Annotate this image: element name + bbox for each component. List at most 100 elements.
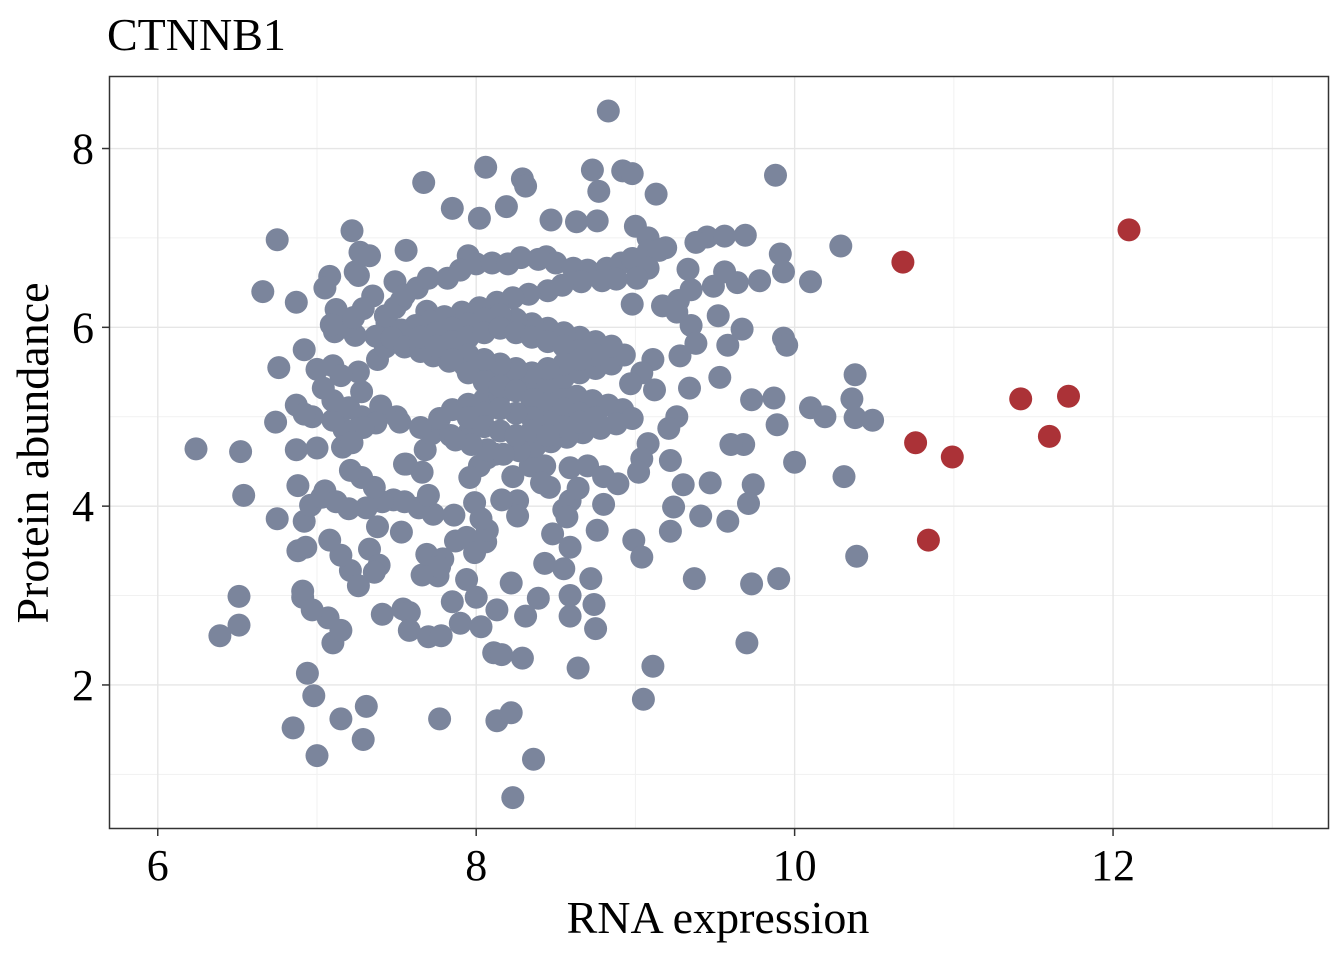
- data-point: [388, 410, 412, 434]
- data-point: [582, 593, 606, 616]
- data-point: [300, 598, 324, 622]
- data-point: [474, 155, 498, 179]
- data-point: [227, 613, 251, 637]
- data-point: [499, 571, 523, 595]
- data-point: [843, 363, 867, 387]
- data-point: [286, 474, 310, 498]
- data-point: [585, 209, 609, 233]
- data-point: [620, 292, 644, 316]
- data-point: [428, 707, 452, 731]
- data-point: [725, 271, 749, 295]
- data-point: [311, 376, 335, 400]
- y-tick-label: 6: [72, 303, 94, 352]
- data-point: [346, 264, 370, 287]
- data-point: [526, 247, 550, 271]
- data-point: [625, 266, 649, 290]
- data-point: [555, 505, 579, 529]
- data-point: [558, 604, 582, 628]
- data-point: [861, 408, 885, 432]
- data-point: [229, 440, 253, 464]
- data-point: [772, 260, 795, 284]
- data-point: [208, 624, 232, 648]
- data-point: [389, 520, 413, 544]
- x-tick-label: 10: [773, 841, 817, 890]
- data-point: [338, 458, 362, 482]
- data-point: [351, 728, 375, 751]
- data-point: [284, 290, 308, 314]
- data-point: [514, 174, 538, 198]
- plot-panel-border: [108, 75, 1330, 830]
- data-point: [251, 280, 275, 304]
- data-point: [716, 509, 740, 533]
- data-point: [558, 456, 582, 480]
- data-point: [735, 631, 759, 655]
- data-point: [485, 598, 509, 622]
- data-point: [397, 618, 421, 642]
- data-point: [354, 694, 378, 718]
- data-point: [740, 572, 764, 596]
- data-point: [620, 162, 644, 186]
- data-point: [455, 568, 479, 591]
- data-point: [713, 224, 737, 248]
- data-point: [494, 195, 518, 219]
- highlighted-data-point: [1057, 384, 1080, 408]
- data-point: [647, 238, 671, 262]
- data-point: [627, 460, 651, 484]
- data-point: [544, 251, 568, 275]
- data-point: [440, 196, 464, 220]
- data-point: [292, 402, 316, 426]
- y-tick-label: 8: [72, 125, 94, 174]
- data-point: [765, 413, 789, 437]
- data-point: [340, 431, 364, 455]
- highlighted-data-point: [1009, 387, 1033, 411]
- x-tick-label: 6: [147, 841, 169, 890]
- data-point: [679, 314, 703, 337]
- data-point: [764, 163, 787, 187]
- data-point: [698, 471, 722, 495]
- data-point: [596, 99, 620, 123]
- data-point: [552, 557, 576, 581]
- data-point: [708, 365, 732, 389]
- data-point: [678, 376, 701, 400]
- data-point: [799, 270, 822, 294]
- highlighted-data-point: [1117, 218, 1141, 242]
- data-point: [510, 646, 534, 670]
- data-point: [701, 274, 725, 298]
- data-point: [350, 380, 374, 404]
- data-point: [716, 333, 740, 357]
- data-point: [541, 522, 565, 546]
- data-point: [762, 386, 786, 410]
- data-point: [324, 490, 348, 514]
- data-point: [829, 234, 853, 258]
- data-point: [682, 567, 706, 591]
- data-point: [566, 476, 590, 500]
- data-point: [319, 313, 343, 337]
- data-point: [354, 496, 378, 520]
- data-point: [606, 472, 630, 496]
- data-point: [321, 408, 345, 432]
- data-point: [767, 567, 791, 591]
- y-tick-label: 4: [72, 482, 94, 531]
- data-point: [671, 473, 695, 497]
- data-point: [284, 438, 308, 462]
- data-point: [533, 454, 557, 478]
- data-point: [313, 276, 337, 300]
- data-point: [740, 388, 764, 412]
- x-tick-label: 8: [465, 841, 487, 890]
- axis-ticks: 6 8 10 12 2 4 6 8: [72, 125, 1135, 890]
- data-point: [775, 333, 799, 357]
- data-point: [641, 654, 665, 678]
- data-point: [351, 297, 375, 321]
- data-point: [329, 364, 353, 388]
- data-point: [412, 171, 436, 194]
- data-point: [592, 492, 616, 516]
- data-point: [429, 624, 453, 648]
- data-point: [580, 158, 604, 182]
- data-point: [737, 492, 760, 515]
- data-point: [329, 707, 353, 731]
- data-point: [318, 528, 342, 552]
- highlighted-data-point: [916, 528, 940, 552]
- data-point: [533, 551, 557, 575]
- data-point: [337, 396, 361, 420]
